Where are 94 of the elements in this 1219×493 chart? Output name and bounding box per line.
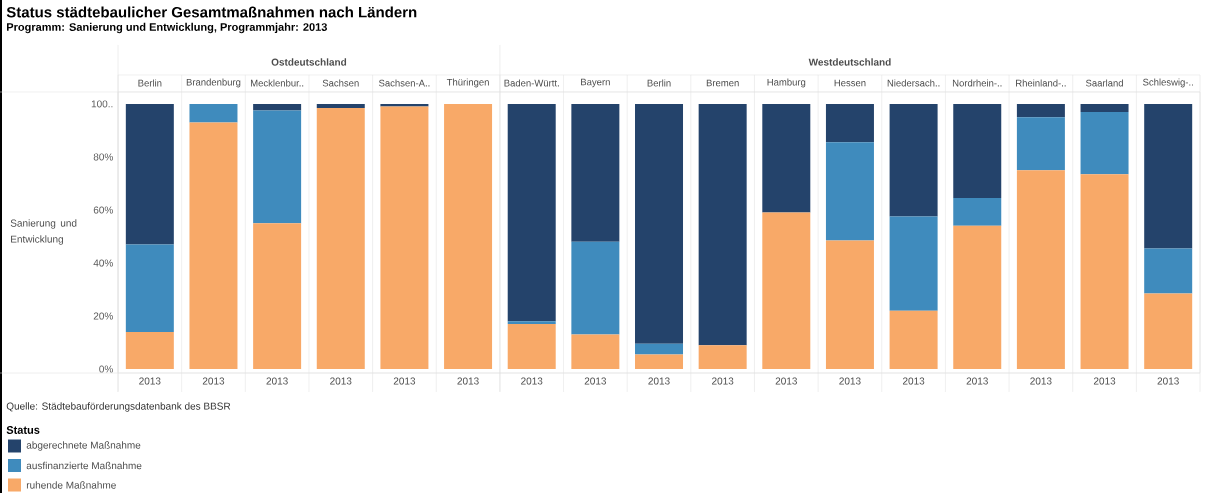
x-tick-label: Saarland (1085, 79, 1123, 87)
bar (316, 103, 365, 108)
bar (507, 323, 556, 370)
bar (698, 345, 747, 370)
legend-label: ausfinanzierte Maßnahme (26, 461, 142, 470)
bar (1080, 111, 1129, 175)
text: 2013 (521, 377, 543, 385)
text: Ostdeutschland (271, 58, 347, 66)
bar (189, 122, 238, 370)
text: 2013 (202, 377, 225, 385)
x-tick-label: Bayern (581, 78, 610, 88)
y-tick-label: 80% (93, 153, 113, 161)
x-tick-label: Rheinland-.. (1016, 79, 1066, 87)
text: 2013 (330, 377, 352, 385)
x-tick-label: Thüringen (446, 78, 489, 88)
text: 2013 (775, 377, 797, 385)
y-axis-title: Sanierung und Entwicklung (10, 219, 77, 245)
bar (571, 334, 620, 370)
x-tick-label: Schleswig-.. (1143, 78, 1193, 88)
text: 2013 (1030, 377, 1052, 385)
y-tick-label: 40% (93, 259, 113, 267)
text: 2013 (1157, 377, 1179, 385)
x-tick-label: Brandenburg (186, 78, 241, 88)
x-tick-label: Hamburg (767, 78, 806, 88)
source-note: Quelle: Städtebauförderungsdatenbank des BBSR (6, 402, 231, 412)
bar (125, 103, 174, 245)
text: 2013 (457, 377, 479, 385)
text: 2013 (584, 377, 607, 385)
y-tick-label: 100.. (91, 100, 113, 108)
legend-title: Status (6, 426, 40, 434)
bar (253, 103, 302, 111)
y-tick-label: 0% (99, 365, 113, 373)
bar (125, 244, 174, 332)
bar (635, 354, 684, 370)
bar (253, 223, 302, 370)
bar (380, 103, 429, 107)
legend-label: abgerechnete Maßnahme (26, 441, 141, 451)
chart-subtitle: Programm: Sanierung und Entwicklung, Programmjahr: 2013 (7, 22, 327, 34)
text: Westdeutschland (808, 58, 891, 66)
bar (825, 142, 874, 241)
bar (635, 343, 684, 355)
bar (953, 103, 1002, 199)
x-tick-label: Sachsen-A.. (379, 79, 430, 87)
text: 2013 (139, 377, 161, 385)
x-tick-label: Hessen (834, 79, 866, 87)
bar (571, 103, 620, 242)
bar (953, 198, 1002, 226)
bar (1144, 248, 1193, 294)
x-tick-label: Baden-Württ. (504, 79, 559, 87)
y-tick-label: 60% (93, 206, 113, 214)
bar (1016, 117, 1065, 171)
bar (825, 240, 874, 370)
bar (825, 103, 874, 143)
bar (189, 103, 238, 123)
bar (571, 241, 620, 335)
text: 2013 (648, 377, 670, 385)
bar (1080, 103, 1129, 112)
bar (253, 110, 302, 224)
bar (125, 331, 174, 370)
x-tick-label: Mecklenbur.. (250, 79, 304, 87)
bar (444, 103, 493, 370)
x-tick-label: Niedersach.. (887, 79, 940, 87)
legend-label: ruhende Maßnahme (26, 481, 116, 489)
text: 2013 (266, 377, 288, 385)
bar (889, 103, 938, 217)
bar (698, 103, 747, 346)
bar (889, 310, 938, 370)
bar (1016, 170, 1065, 370)
x-tick-label: Sachsen (322, 79, 359, 87)
bar (1016, 103, 1065, 118)
bar (762, 103, 811, 213)
bar (889, 216, 938, 311)
bar (635, 103, 684, 344)
bar (380, 106, 429, 370)
bar (507, 103, 556, 322)
text: 2013 (902, 377, 925, 385)
text: 2013 (839, 377, 861, 385)
bar (507, 321, 556, 324)
bar (1144, 103, 1193, 249)
bar (1144, 293, 1193, 370)
chart-title: Status städtebaulicher Gesamtmaßnahmen nach Ländern (6, 6, 417, 18)
bar (762, 212, 811, 370)
x-tick-label: Berlin (138, 79, 162, 87)
x-tick-label: Bremen (706, 79, 739, 87)
bar (316, 107, 365, 370)
bar (1080, 174, 1129, 370)
bar (953, 225, 1002, 370)
text: 2013 (712, 377, 734, 385)
x-tick-label: Berlin (647, 79, 671, 87)
y-tick-label: 20% (93, 312, 113, 320)
text: 2013 (393, 377, 416, 385)
text: 2013 (1093, 377, 1116, 385)
text: 2013 (966, 377, 988, 385)
x-tick-label: Nordrhein-.. (952, 79, 1002, 87)
